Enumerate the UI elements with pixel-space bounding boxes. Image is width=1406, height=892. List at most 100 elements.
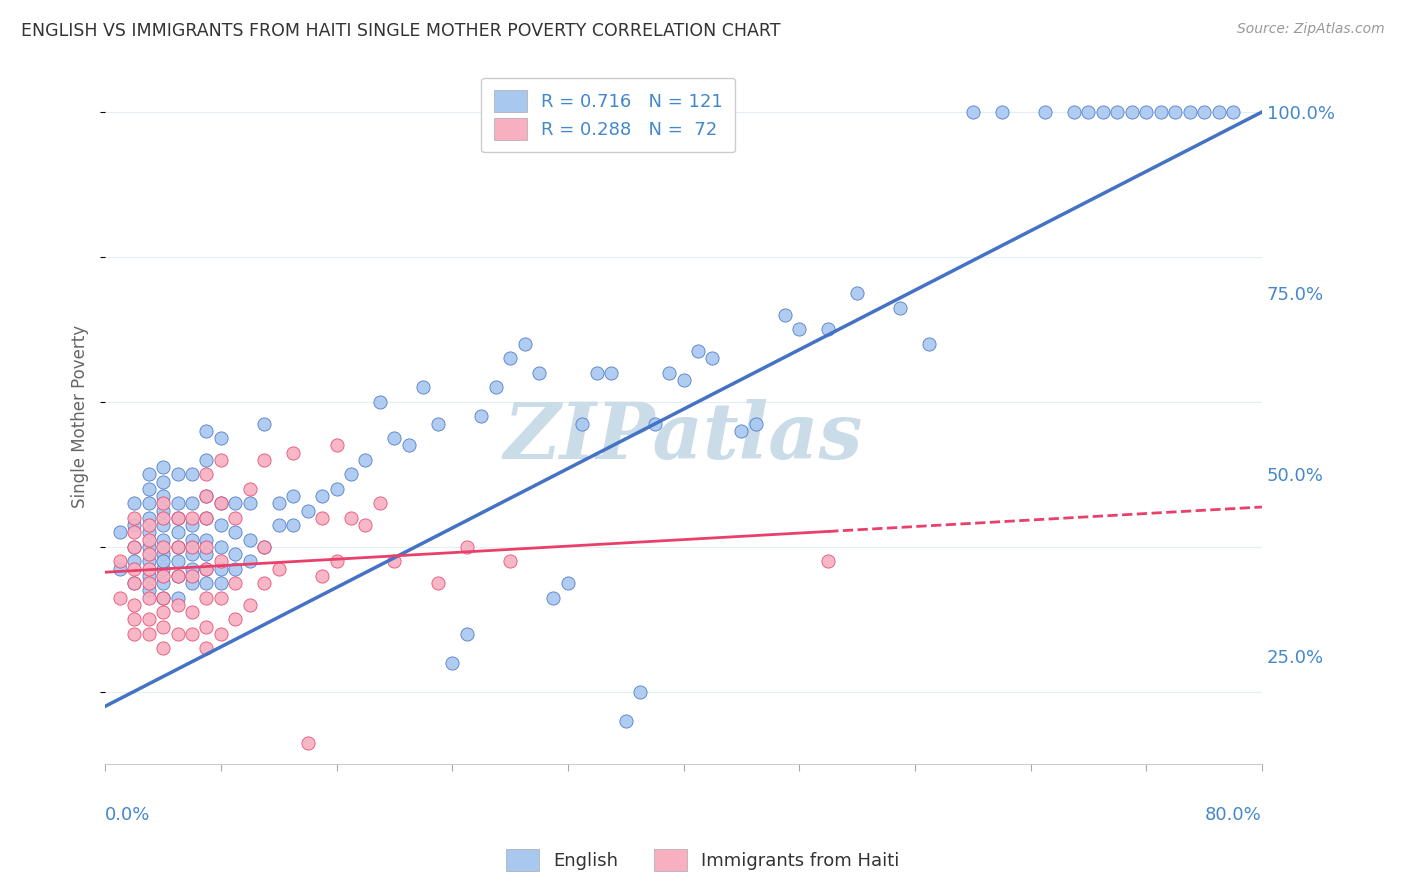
Point [297, 735, 319, 749]
Point [787, 322, 810, 336]
Point [181, 533, 204, 547]
Text: 80.0%: 80.0% [1205, 806, 1263, 824]
Point [686, 344, 709, 359]
Point [224, 576, 246, 591]
Point [283, 445, 305, 459]
Point [1091, 105, 1114, 120]
Point [672, 373, 695, 387]
Point [224, 612, 246, 626]
Point [152, 576, 174, 591]
Text: ZIPatlas: ZIPatlas [503, 399, 863, 475]
Point [1208, 105, 1230, 120]
Point [195, 533, 218, 547]
Point [209, 496, 232, 510]
Point [1150, 105, 1173, 120]
Point [122, 496, 145, 510]
Point [152, 561, 174, 575]
Point [138, 467, 160, 482]
Point [1164, 105, 1187, 120]
Point [195, 619, 218, 633]
Point [195, 489, 218, 503]
Point [122, 511, 145, 525]
Point [239, 533, 262, 547]
Point [152, 554, 174, 568]
Point [138, 569, 160, 583]
Point [441, 656, 464, 670]
Point [122, 540, 145, 554]
Point [340, 511, 363, 525]
Point [1178, 105, 1201, 120]
Point [152, 503, 174, 517]
Point [368, 496, 391, 510]
Point [470, 409, 492, 424]
Point [730, 424, 752, 438]
Point [138, 518, 160, 533]
Point [585, 366, 607, 380]
Point [702, 351, 724, 366]
Point [384, 431, 406, 445]
Point [571, 417, 593, 431]
Point [513, 337, 536, 351]
Point [166, 569, 188, 583]
Point [138, 627, 160, 641]
Point [628, 685, 651, 699]
Point [108, 591, 131, 605]
Point [195, 511, 218, 525]
Point [138, 511, 160, 525]
Point [152, 511, 174, 525]
Point [209, 627, 232, 641]
Point [181, 569, 204, 583]
Point [166, 511, 188, 525]
Point [990, 105, 1012, 120]
Point [138, 561, 160, 575]
Point [354, 453, 377, 467]
Point [325, 554, 347, 568]
Point [253, 540, 276, 554]
Point [311, 489, 333, 503]
Point [1033, 105, 1056, 120]
Point [253, 453, 276, 467]
Point [152, 641, 174, 656]
Point [152, 540, 174, 554]
Point [152, 489, 174, 503]
Point [152, 518, 174, 533]
Point [1063, 105, 1085, 120]
Point [426, 417, 449, 431]
Point [1135, 105, 1157, 120]
Point [138, 576, 160, 591]
Point [166, 496, 188, 510]
Point [166, 627, 188, 641]
Point [122, 561, 145, 575]
Point [267, 561, 290, 575]
Point [224, 525, 246, 540]
Point [138, 547, 160, 561]
Point [456, 627, 478, 641]
Point [122, 540, 145, 554]
Point [325, 438, 347, 452]
Point [658, 366, 681, 380]
Point [209, 518, 232, 533]
Point [209, 554, 232, 568]
Point [239, 482, 262, 496]
Point [297, 503, 319, 517]
Point [181, 605, 204, 619]
Point [224, 547, 246, 561]
Point [166, 591, 188, 605]
Point [138, 496, 160, 510]
Point [557, 576, 579, 591]
Point [224, 511, 246, 525]
Point [195, 641, 218, 656]
Point [181, 576, 204, 591]
Point [181, 561, 204, 575]
Point [817, 322, 839, 336]
Point [499, 351, 522, 366]
Point [122, 518, 145, 533]
Point [283, 489, 305, 503]
Point [166, 598, 188, 612]
Point [122, 554, 145, 568]
Point [239, 598, 262, 612]
Y-axis label: Single Mother Poverty: Single Mother Poverty [72, 325, 89, 508]
Text: 0.0%: 0.0% [105, 806, 150, 824]
Point [195, 561, 218, 575]
Point [1222, 105, 1244, 120]
